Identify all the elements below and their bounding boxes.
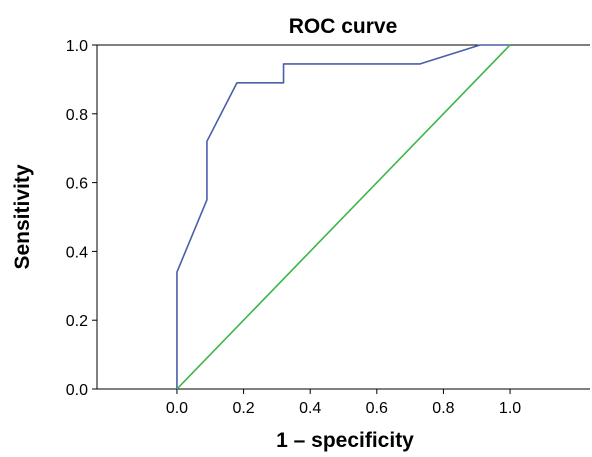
y-tick-label: 0.4	[66, 244, 88, 261]
y-axis-title: Sensitivity	[11, 164, 34, 269]
y-tick-label: 0.2	[66, 313, 88, 330]
x-tick-label: 0.0	[166, 400, 188, 417]
y-tick-label: 0.8	[66, 107, 88, 124]
y-tick-label: 0.6	[66, 176, 88, 193]
chart-title: ROC curve	[289, 15, 398, 38]
reference-diagonal-line	[176, 44, 511, 390]
roc-curve-line	[176, 44, 511, 389]
x-tick-label: 0.4	[299, 400, 321, 417]
x-tick-label: 0.2	[232, 400, 254, 417]
y-tick-label: 0.0	[66, 382, 88, 399]
x-tick-label: 1.0	[499, 400, 521, 417]
axes: 0.0 0.2 0.4 0.6 0.8 1.0 0.0 0.2 0.4 0.6 0.8 1.0	[66, 38, 590, 417]
x-axis-title: 1 – specificity	[276, 429, 414, 452]
y-tick-label: 1.0	[66, 38, 88, 55]
series-layer	[176, 44, 511, 390]
x-tick-label: 0.8	[432, 400, 454, 417]
x-tick-label: 0.6	[366, 400, 388, 417]
